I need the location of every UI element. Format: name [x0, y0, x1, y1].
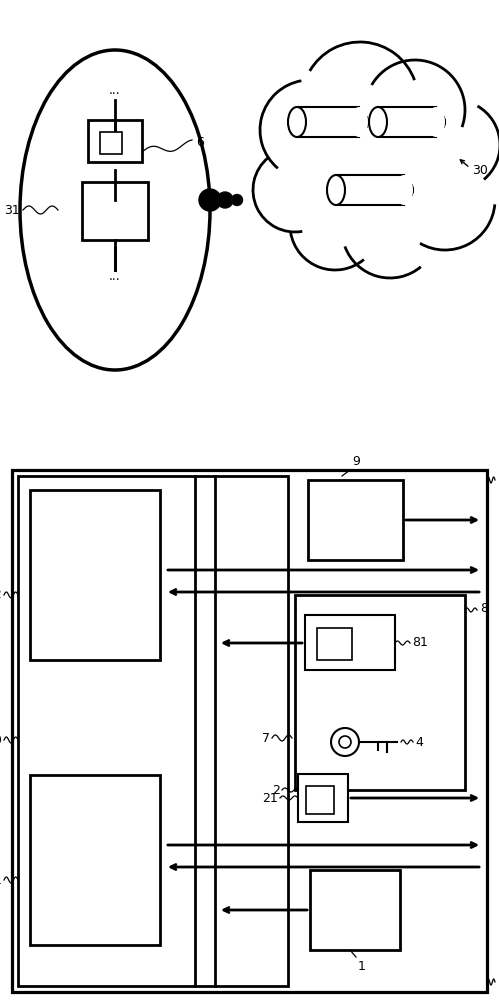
Circle shape	[217, 192, 233, 208]
Text: ···: ···	[109, 89, 121, 102]
Text: 9: 9	[352, 455, 360, 468]
Bar	[88, 120, 142, 162]
Ellipse shape	[369, 107, 387, 137]
Bar	[297, 107, 359, 137]
Text: 31: 31	[4, 204, 20, 217]
Circle shape	[410, 100, 499, 190]
Circle shape	[260, 80, 360, 180]
Bar	[306, 786, 334, 814]
Circle shape	[232, 194, 243, 206]
Text: 20: 20	[0, 734, 2, 746]
Circle shape	[265, 107, 355, 197]
Circle shape	[290, 180, 380, 270]
Text: ···: ···	[109, 273, 121, 286]
Bar	[100, 132, 122, 154]
Text: 4: 4	[415, 736, 423, 748]
Text: 202: 202	[0, 588, 2, 601]
Ellipse shape	[350, 107, 368, 137]
Bar	[308, 480, 403, 560]
Bar	[310, 870, 400, 950]
Bar	[305, 615, 395, 670]
Bar	[82, 182, 148, 240]
Bar	[298, 774, 348, 822]
Text: 8: 8	[480, 602, 488, 615]
Text: 1: 1	[358, 960, 366, 973]
Text: 21: 21	[262, 792, 278, 804]
Text: 10: 10	[498, 474, 499, 487]
Ellipse shape	[327, 175, 345, 205]
Bar	[336, 175, 404, 205]
Circle shape	[365, 60, 465, 160]
Bar	[317, 628, 352, 660]
Circle shape	[253, 148, 337, 232]
Ellipse shape	[427, 107, 445, 137]
Text: 7: 7	[262, 732, 270, 744]
Text: 1: 1	[498, 976, 499, 988]
Ellipse shape	[395, 175, 413, 205]
Bar	[30, 490, 160, 660]
Bar	[295, 595, 465, 790]
Ellipse shape	[288, 107, 306, 137]
Text: 6: 6	[196, 135, 204, 148]
Text: 30: 30	[472, 163, 488, 176]
Circle shape	[395, 150, 495, 250]
Text: 81: 81	[412, 637, 428, 650]
Bar	[12, 470, 487, 992]
Text: 2: 2	[272, 784, 280, 796]
Circle shape	[342, 182, 438, 278]
Circle shape	[199, 189, 221, 211]
Bar	[378, 107, 436, 137]
Ellipse shape	[20, 50, 210, 370]
Bar	[30, 775, 160, 945]
Bar	[18, 476, 288, 986]
Circle shape	[302, 42, 418, 158]
Text: 201: 201	[0, 874, 2, 886]
